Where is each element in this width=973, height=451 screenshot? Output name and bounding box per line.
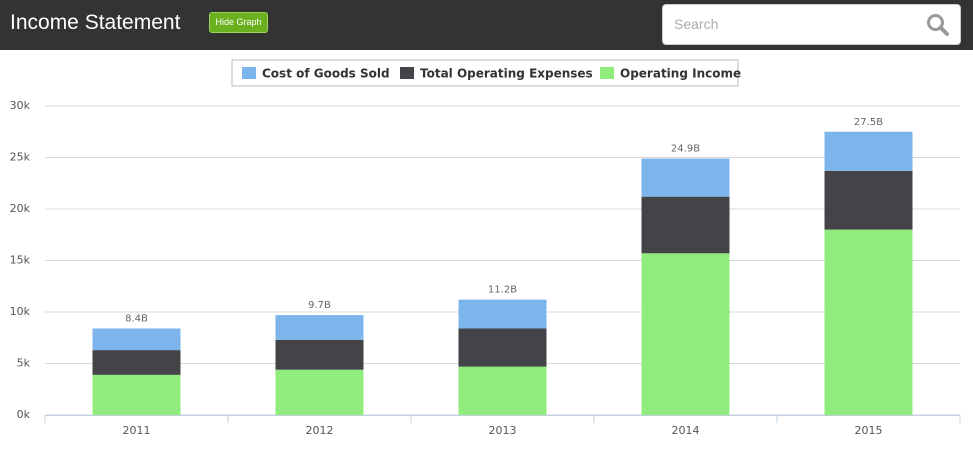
legend-swatch xyxy=(600,67,614,79)
page-title: Income Statement xyxy=(10,11,181,34)
bar-segment xyxy=(641,196,730,254)
search-placeholder: Search xyxy=(674,16,719,32)
x-tick-label: 2012 xyxy=(306,424,334,437)
bar-segment xyxy=(824,131,913,171)
x-tick-label: 2011 xyxy=(123,424,151,437)
search-box[interactable]: Search xyxy=(662,4,961,45)
total-label: 11.2B xyxy=(488,285,517,296)
y-tick-label: 0k xyxy=(17,408,31,421)
y-tick-label: 30k xyxy=(10,99,31,112)
bar-segment xyxy=(92,328,181,351)
x-tick-label: 2014 xyxy=(672,424,700,437)
bar-segment xyxy=(275,339,364,370)
bar-segment xyxy=(824,229,913,415)
bar-segment xyxy=(458,366,547,415)
bar-segment xyxy=(458,299,547,329)
x-tick-label: 2013 xyxy=(489,424,517,437)
bar-segment xyxy=(92,374,181,415)
bar-segment xyxy=(641,253,730,415)
total-label: 24.9B xyxy=(671,144,700,155)
y-tick-label: 10k xyxy=(10,305,31,318)
legend-label: Total Operating Expenses xyxy=(420,67,593,81)
bar-segment xyxy=(458,328,547,367)
bar-segment xyxy=(275,315,364,340)
y-tick-label: 20k xyxy=(10,202,31,215)
total-label: 9.7B xyxy=(308,300,331,311)
header-bar: Income Statement Hide Graph Search xyxy=(0,0,973,50)
legend-swatch xyxy=(400,67,414,79)
total-label: 8.4B xyxy=(125,313,148,324)
search-icon[interactable] xyxy=(926,13,950,37)
bar-segment xyxy=(275,369,364,415)
chart: 0k 5k 10k 15k 20k 25k 30k Cost of Goods Sold Tot… xyxy=(10,59,961,437)
legend-swatch xyxy=(242,67,256,79)
y-tick-label: 15k xyxy=(10,254,31,267)
legend-label: Operating Income xyxy=(620,67,741,81)
bar-segment xyxy=(824,170,913,230)
y-tick-label: 5k xyxy=(17,357,31,370)
x-tick-label: 2015 xyxy=(855,424,883,437)
legend-label: Cost of Goods Sold xyxy=(262,67,390,81)
bar-segment xyxy=(92,350,181,375)
legend-box xyxy=(231,59,739,87)
total-label: 27.5B xyxy=(854,117,883,128)
bar-segment xyxy=(641,158,730,197)
hide-graph-button[interactable]: Hide Graph xyxy=(209,12,268,33)
y-tick-label: 25k xyxy=(10,151,31,164)
